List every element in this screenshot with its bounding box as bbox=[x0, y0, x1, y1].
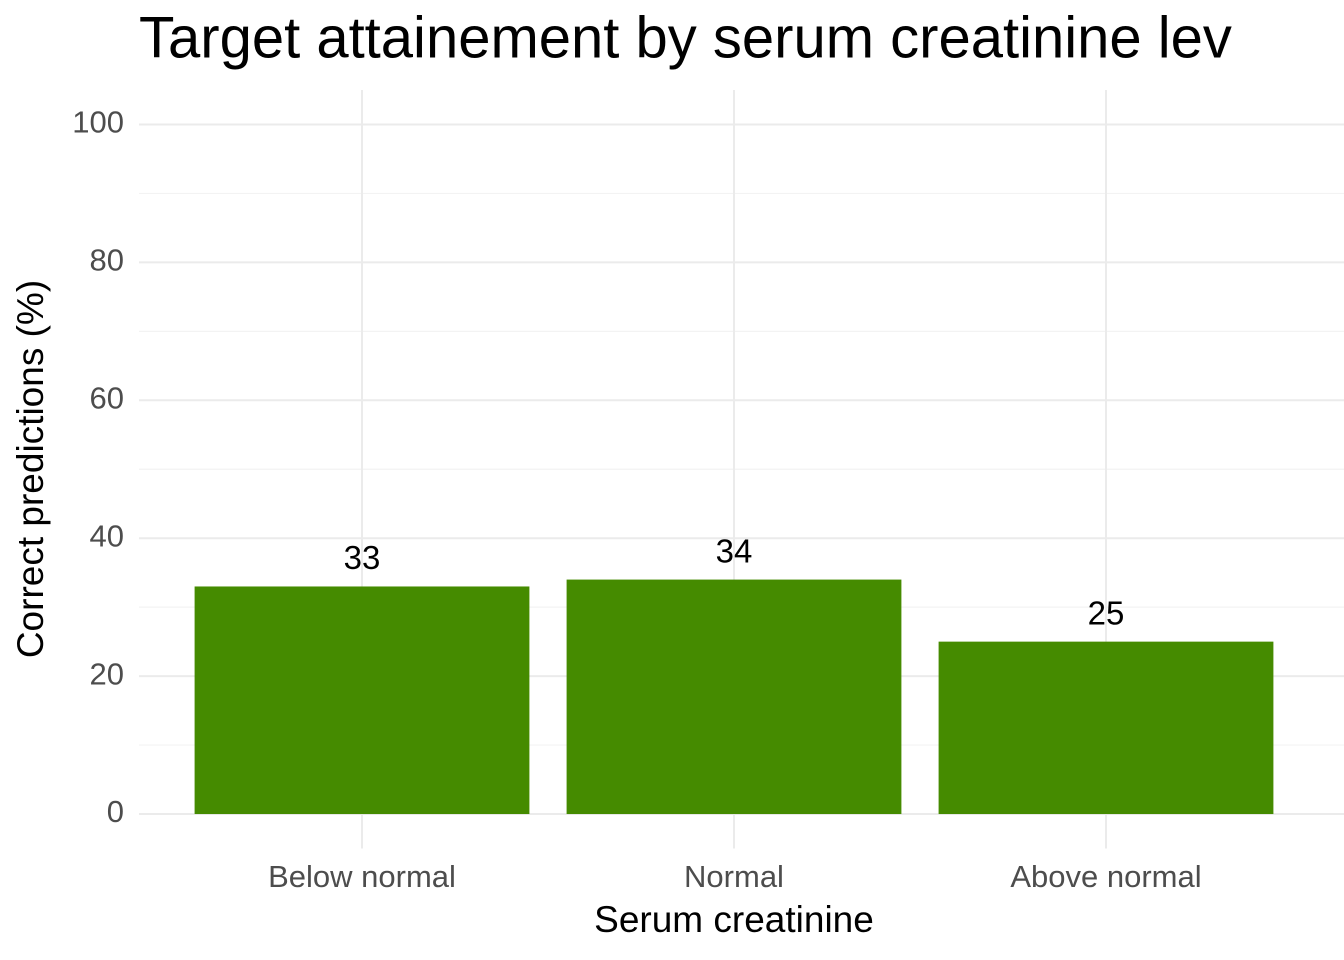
x-tick-label: Normal bbox=[684, 859, 784, 894]
chart-title: Target attainement by serum creatinine l… bbox=[139, 5, 1232, 70]
y-tick-label: 60 bbox=[90, 380, 124, 415]
bar bbox=[938, 641, 1274, 815]
x-tick-label: Above normal bbox=[1010, 859, 1201, 894]
bar bbox=[194, 586, 530, 815]
y-tick-label: 40 bbox=[90, 518, 124, 553]
bar bbox=[566, 579, 902, 815]
value-label: 34 bbox=[716, 532, 753, 569]
y-axis-title: Correct predictions (%) bbox=[10, 280, 51, 658]
y-tick-label: 20 bbox=[90, 656, 124, 691]
value-label: 25 bbox=[1088, 594, 1125, 631]
x-tick-label: Below normal bbox=[268, 859, 456, 894]
value-label: 33 bbox=[344, 539, 381, 576]
y-tick-label: 80 bbox=[90, 243, 124, 278]
y-tick-label: 100 bbox=[72, 105, 124, 140]
x-axis-title: Serum creatinine bbox=[594, 899, 874, 940]
y-tick-label: 0 bbox=[107, 794, 124, 829]
